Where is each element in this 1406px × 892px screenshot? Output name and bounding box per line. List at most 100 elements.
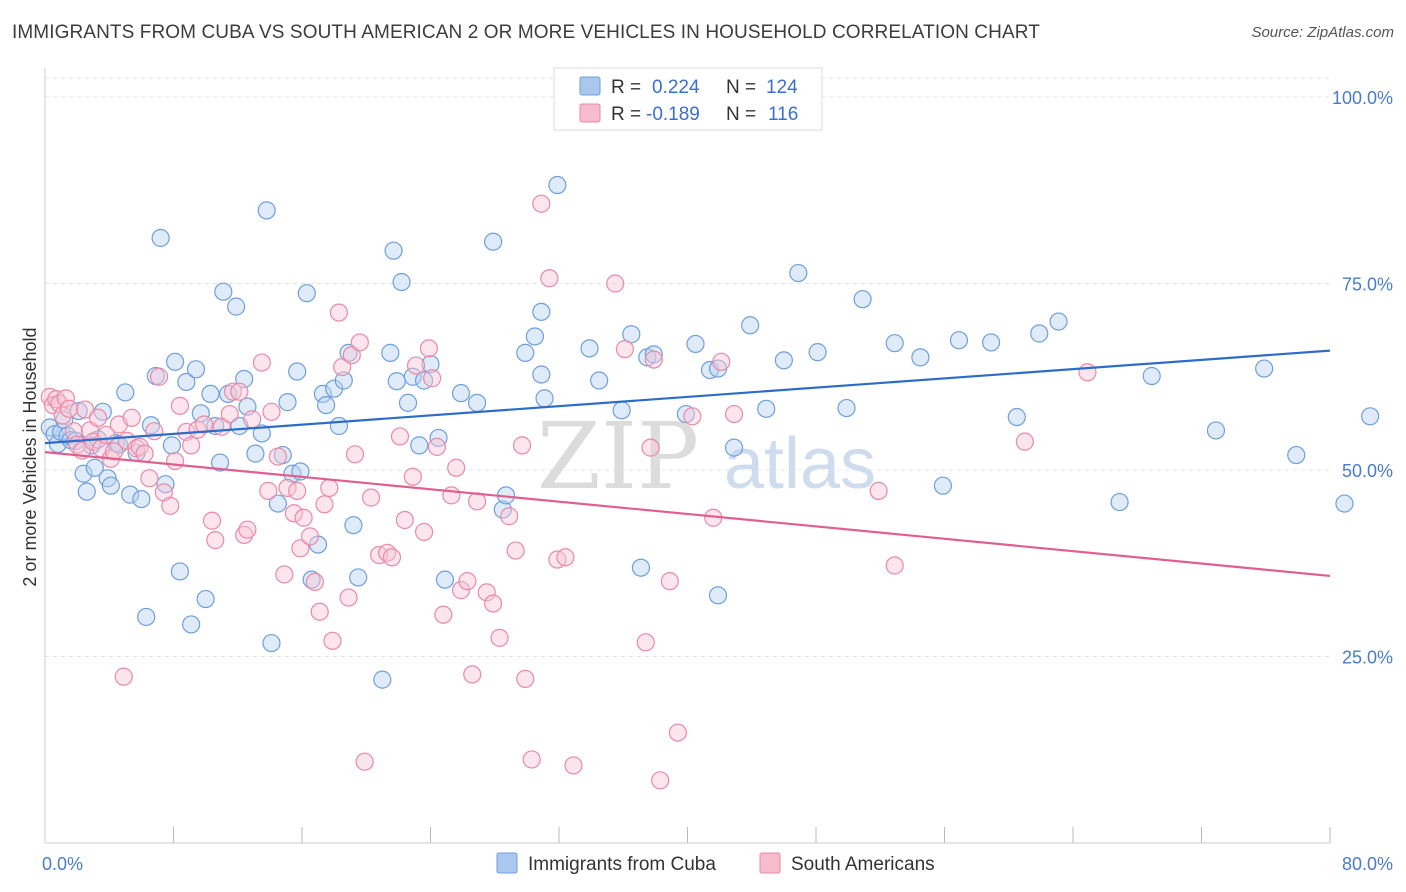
- data-point-south-americans: [540, 269, 559, 288]
- data-point-south-americans: [490, 628, 509, 647]
- data-point-cuba: [349, 568, 368, 587]
- data-point-south-americans: [262, 402, 281, 421]
- series-legend-swatch-cuba: [496, 852, 518, 874]
- legend-r-value-south-americans: -0.189: [646, 104, 700, 125]
- data-point-cuba: [334, 371, 353, 390]
- data-point-south-americans: [275, 565, 294, 584]
- grid-lines: [45, 77, 1330, 657]
- data-point-cuba: [137, 607, 156, 627]
- data-point-cuba: [708, 586, 728, 605]
- data-point-south-americans: [447, 458, 466, 477]
- data-point-cuba: [121, 485, 140, 504]
- data-point-cuba: [435, 570, 455, 589]
- data-point-cuba: [162, 436, 181, 455]
- data-point-south-americans: [220, 404, 239, 424]
- data-point-cuba: [373, 670, 392, 689]
- data-point-south-americans: [235, 525, 254, 545]
- data-point-south-americans: [315, 495, 334, 514]
- data-point-south-americans: [434, 605, 453, 624]
- chart-source: Source: ZipAtlas.com: [1251, 24, 1394, 41]
- data-point-south-americans: [350, 333, 369, 352]
- data-point-cuba: [548, 175, 567, 195]
- data-point-south-americans: [1015, 432, 1034, 451]
- data-point-cuba: [421, 354, 440, 374]
- data-point-cuba: [535, 389, 554, 408]
- data-point-cuba: [837, 398, 856, 418]
- y-tick-label: 50.0%: [1342, 461, 1393, 481]
- data-point-cuba: [313, 384, 332, 404]
- data-point-cuba: [85, 458, 104, 477]
- data-point-south-americans: [76, 400, 95, 419]
- series-legend: Immigrants from Cuba South Americans: [496, 852, 935, 875]
- data-point-south-americans: [427, 437, 447, 456]
- watermark-zip: ZIP: [537, 403, 699, 510]
- data-point-south-americans: [114, 667, 133, 686]
- data-point-south-americans: [636, 633, 655, 652]
- data-point-south-americans: [668, 723, 687, 742]
- data-point-south-americans: [463, 665, 482, 684]
- data-point-cuba: [808, 343, 827, 362]
- data-point-south-americans: [532, 194, 551, 213]
- data-point-cuba: [612, 401, 631, 420]
- data-point-south-americans: [288, 481, 307, 500]
- legend-n-label-cuba: N =: [726, 77, 756, 98]
- data-point-south-americans: [442, 486, 461, 505]
- data-point-cuba: [911, 348, 930, 367]
- data-point-south-americans: [1078, 363, 1097, 382]
- data-point-south-americans: [419, 339, 438, 358]
- data-point-south-americans: [268, 447, 288, 466]
- data-point-south-americans: [382, 548, 402, 567]
- data-point-south-americans: [395, 510, 414, 530]
- data-point-cuba: [1049, 312, 1068, 331]
- data-point-cuba: [580, 339, 599, 358]
- data-point-south-americans: [423, 369, 442, 388]
- data-point-south-americans: [252, 353, 271, 372]
- data-point-south-americans: [149, 367, 169, 386]
- data-point-south-americans: [135, 444, 154, 463]
- data-point-cuba: [196, 589, 215, 609]
- data-point-south-americans: [206, 531, 225, 550]
- data-point-south-americans: [641, 438, 660, 457]
- data-point-cuba: [493, 500, 512, 519]
- watermark: ZIP atlas: [537, 403, 876, 510]
- data-point-south-americans: [194, 415, 214, 434]
- data-point-cuba: [467, 393, 487, 412]
- data-point-south-americans: [885, 556, 904, 575]
- data-point-cuba: [1361, 407, 1380, 426]
- data-point-cuba: [532, 302, 551, 321]
- data-point-south-americans: [712, 352, 731, 371]
- data-point-cuba: [1030, 324, 1049, 343]
- data-point-cuba: [219, 384, 238, 404]
- data-point-south-americans: [414, 522, 434, 542]
- data-point-cuba: [101, 476, 120, 495]
- data-point-cuba: [182, 615, 201, 634]
- data-point-south-americans: [243, 410, 262, 429]
- data-point-south-americans: [484, 594, 503, 613]
- data-point-south-americans: [660, 572, 679, 591]
- data-point-cuba: [1335, 494, 1354, 513]
- legend-swatch-south-americans: [579, 103, 601, 123]
- data-point-cuba: [74, 464, 93, 483]
- data-point-south-americans: [223, 382, 243, 401]
- data-point-south-americans: [284, 504, 304, 523]
- data-point-cuba: [1007, 407, 1026, 427]
- data-point-cuba: [1255, 359, 1274, 378]
- data-point-cuba: [132, 489, 151, 509]
- data-point-cuba: [410, 436, 429, 455]
- data-point-cuba: [532, 365, 551, 384]
- data-point-south-americans: [564, 756, 583, 775]
- data-point-south-americans: [556, 548, 575, 567]
- data-point-south-americans: [403, 467, 422, 486]
- data-point-cuba: [344, 516, 363, 535]
- series-legend-swatch-south-americans: [759, 852, 781, 874]
- data-point-cuba: [644, 345, 663, 364]
- data-point-south-americans: [53, 406, 72, 425]
- data-point-south-americans: [56, 389, 75, 408]
- data-point-cuba: [170, 562, 190, 581]
- data-point-cuba: [116, 383, 135, 402]
- data-point-south-americans: [182, 436, 201, 455]
- data-point-cuba: [268, 494, 288, 513]
- x-tick-label: 0.0%: [42, 854, 83, 874]
- data-point-cuba: [741, 316, 760, 335]
- data-point-south-americans: [724, 404, 744, 424]
